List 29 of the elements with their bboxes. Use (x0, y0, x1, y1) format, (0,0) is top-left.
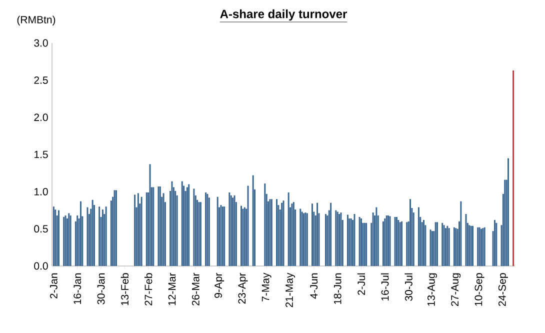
x-tick-label: 23-Apr (238, 272, 248, 304)
y-axis-title: (RMBtn) (17, 16, 56, 26)
x-tick-label: 2-Jan (50, 273, 58, 298)
x-tick-label: 26-Mar (192, 272, 200, 306)
x-tick-label: 12-Mar (168, 272, 176, 306)
x-tick-label: 4-Jun (310, 273, 318, 299)
x-tick-label: 24-Sep (498, 273, 508, 306)
x-tick-label: 30-Jul (404, 273, 412, 301)
y-tick-label: 1.0 (34, 188, 48, 196)
x-tick-label: 16-Jan (74, 273, 82, 304)
x-tick-label: 7-May (262, 272, 272, 302)
x-tick-label: 10-Sep (474, 273, 484, 306)
x-tick-label: 30-Jan (97, 273, 105, 304)
y-tick-label: 2.0 (34, 114, 48, 122)
y-tick-label: 2.5 (34, 76, 48, 84)
x-tick-label: 2-Jul (357, 273, 366, 295)
x-tick-label: 13-Feb (120, 273, 129, 306)
x-tick-label: 27-Aug (451, 273, 461, 306)
y-tick-label: 1.5 (34, 150, 48, 158)
chart-title: A-share daily turnover (220, 9, 347, 21)
x-tick-label: 16-Jul (381, 273, 389, 300)
y-tick-label: 0.5 (34, 225, 48, 233)
y-tick-label: 3.0 (34, 39, 48, 47)
x-tick-label: 18-Jun (334, 273, 342, 304)
x-tick-label: 27-Feb (144, 273, 152, 306)
x-tick-label: 21-May (286, 272, 296, 308)
x-tick-label: 9-Apr (214, 272, 224, 298)
y-tick-label: 0.0 (34, 262, 48, 270)
x-tick-label: 13-Aug (427, 273, 437, 306)
